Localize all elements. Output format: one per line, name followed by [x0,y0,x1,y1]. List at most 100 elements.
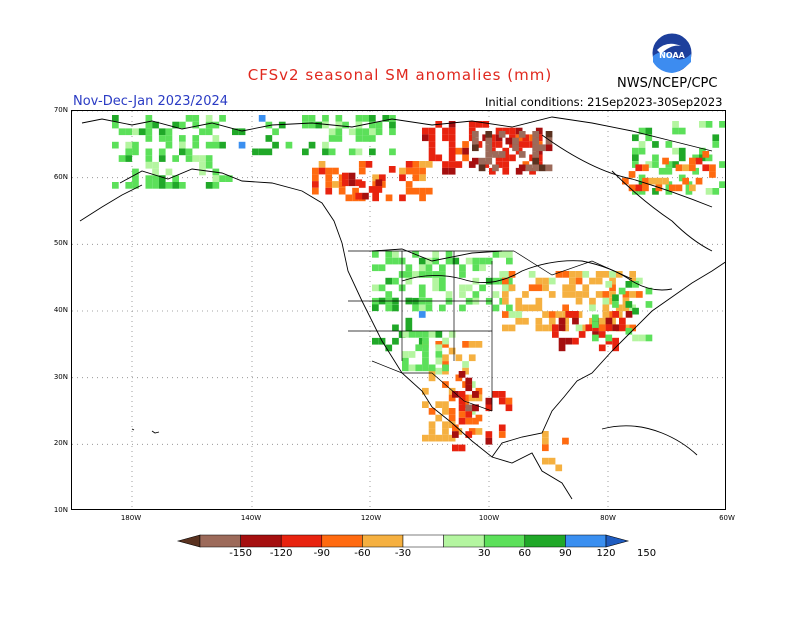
anomaly-cell [145,121,153,129]
anomaly-cell [502,271,509,278]
anomaly-cell [412,174,420,182]
anomaly-cell [265,135,273,142]
anomaly-cell [636,277,643,285]
anomaly-cell [705,188,713,195]
anomaly-cell [428,428,436,435]
anomaly-cell [508,311,516,318]
anomaly-cell [312,181,319,188]
anomaly-cell [152,121,159,129]
anomaly-cell [522,141,530,148]
anomaly-cell [542,324,549,332]
anomaly-cell [589,297,596,305]
anomaly-cell [475,341,483,348]
anomaly-cell [192,135,200,142]
anomaly-cell [609,317,616,325]
anomaly-cell [412,187,420,195]
anomaly-cell [448,134,456,142]
anomaly-cell [605,281,613,288]
anomaly-cell [535,277,543,285]
anomaly-cell [355,179,363,187]
anomaly-cell [498,431,506,438]
anomaly-cell [709,171,716,178]
anomaly-cell [702,151,710,158]
anomaly-cell [408,364,416,372]
anomaly-cell [505,137,513,145]
anomaly-cell [458,397,466,405]
noaa-logo: NOAA [651,32,693,74]
anomaly-cell [672,161,679,168]
anomaly-cell [392,337,399,345]
anomaly-cell [632,134,639,142]
anomaly-cell [605,324,613,332]
anomaly-cell [418,304,426,312]
anomaly-cell [405,324,413,332]
lon-label-120w: 120W [360,514,382,522]
anomaly-cell [502,154,510,162]
anomaly-cell [302,148,309,156]
anomaly-cell [605,317,613,325]
anomaly-cell [628,184,636,192]
lon-label-60w: 60W [719,514,735,522]
anomaly-cell [512,137,519,145]
anomaly-cell [125,128,133,136]
anomaly-cell [442,421,449,429]
anomaly-cell [385,251,393,258]
anomaly-cell [372,284,379,292]
anomaly-cell [625,311,633,318]
anomaly-cell [552,324,559,332]
anomaly-cell [458,391,466,398]
anomaly-cell [509,127,516,135]
anomaly-cell [342,179,349,187]
initial-conditions-label: Initial conditions: 21Sep2023-30Sep2023 [485,95,723,109]
anomaly-cell [472,144,479,152]
anomaly-cell [479,264,486,272]
anomaly-cell [308,141,316,149]
anomaly-cell [219,141,226,149]
anomaly-cell [452,431,459,438]
anomaly-cell [428,421,436,429]
anomaly-cell [498,131,506,138]
anomaly-cell [335,121,343,129]
colorbar-arrow-right [605,534,630,548]
anomaly-cell [428,154,436,162]
anomaly-cell [625,281,633,288]
anomaly-cell [632,161,639,168]
anomaly-cell [558,324,566,332]
anomaly-cell [665,181,673,188]
anomaly-cell [532,137,539,145]
anomaly-cell [145,115,153,122]
anomaly-cell [652,188,659,195]
anomaly-cell [145,148,153,156]
anomaly-cell [375,121,383,129]
anomaly-cell [448,127,456,135]
anomaly-cell [489,134,496,142]
anomaly-cell [385,277,393,285]
anomaly-cell [535,154,543,162]
anomaly-cell [569,277,576,285]
anomaly-cell [535,304,543,312]
anomaly-cell [562,284,569,292]
anomaly-cell [355,148,363,156]
anomaly-cell [165,141,173,149]
anomaly-cell [678,174,686,182]
anomaly-cell [445,257,453,265]
anomaly-cell [642,164,649,172]
anomaly-cell [562,271,569,278]
anomaly-cell [532,164,539,172]
anomaly-cell [199,168,206,176]
anomaly-cell [615,311,623,318]
anomaly-cell [609,271,616,278]
colorbar-box [280,534,323,548]
anomaly-cell [199,128,206,136]
anomaly-cell [489,167,496,175]
anomaly-cell [448,408,456,415]
anomaly-cell [325,187,333,195]
anomaly-cell [455,147,463,155]
anomaly-cell [575,297,583,305]
anomaly-cell [642,177,649,185]
anomaly-cell [172,121,179,129]
anomaly-cell [342,172,349,180]
anomaly-cell [458,371,466,378]
anomaly-cell [515,141,523,148]
anomaly-cell [632,334,639,342]
